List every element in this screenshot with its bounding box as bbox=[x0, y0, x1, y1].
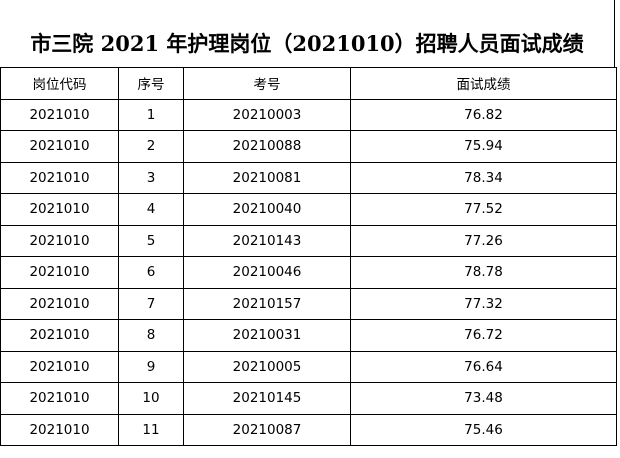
cell: 5 bbox=[118, 224, 184, 257]
cell: 2021010 bbox=[0, 319, 119, 352]
data-row: 2021010 9 20210005 76.64 bbox=[0, 350, 617, 383]
cell: 6 bbox=[118, 256, 184, 289]
cell: 77.52 bbox=[350, 193, 617, 226]
cell: 75.46 bbox=[350, 413, 617, 446]
cell: 2021010 bbox=[0, 224, 119, 257]
cell: 77.32 bbox=[350, 287, 617, 320]
data-row: 2021010 3 20210081 78.34 bbox=[0, 161, 617, 194]
data-row: 2021010 5 20210143 77.26 bbox=[0, 224, 617, 257]
data-row: 2021010 6 20210046 78.78 bbox=[0, 256, 617, 289]
cell: 10 bbox=[118, 382, 184, 415]
cell: 2021010 bbox=[0, 130, 119, 163]
cell: 2021010 bbox=[0, 193, 119, 226]
cell: 4 bbox=[118, 193, 184, 226]
data-row: 2021010 4 20210040 77.52 bbox=[0, 193, 617, 226]
cell: 78.78 bbox=[350, 256, 617, 289]
header-cell: 序号 bbox=[118, 67, 184, 100]
cell: 2021010 bbox=[0, 350, 119, 383]
cell: 73.48 bbox=[350, 382, 617, 415]
cell: 8 bbox=[118, 319, 184, 352]
cell: 3 bbox=[118, 161, 184, 194]
cell: 75.94 bbox=[350, 130, 617, 163]
cell: 2021010 bbox=[0, 161, 119, 194]
cell: 76.82 bbox=[350, 98, 617, 131]
cell: 20210046 bbox=[183, 256, 351, 289]
cell: 20210088 bbox=[183, 130, 351, 163]
cell: 20210157 bbox=[183, 287, 351, 320]
cell: 11 bbox=[118, 413, 184, 446]
data-row: 2021010 7 20210157 77.32 bbox=[0, 287, 617, 320]
data-row: 2021010 2 20210088 75.94 bbox=[0, 130, 617, 163]
cell: 2021010 bbox=[0, 256, 119, 289]
header-cell: 面试成绩 bbox=[350, 67, 617, 100]
data-row: 2021010 1 20210003 76.82 bbox=[0, 98, 617, 131]
cell: 20210003 bbox=[183, 98, 351, 131]
cell: 77.26 bbox=[350, 224, 617, 257]
cell: 76.64 bbox=[350, 350, 617, 383]
data-row: 2021010 8 20210031 76.72 bbox=[0, 319, 617, 352]
cell: 20210040 bbox=[183, 193, 351, 226]
title: 市三院 2021 年护理岗位（2021010）招聘人员面试成绩 bbox=[0, 0, 615, 68]
header-row: 岗位代码 序号 考号 面试成绩 bbox=[0, 67, 617, 100]
cell: 20210005 bbox=[183, 350, 351, 383]
cell: 2 bbox=[118, 130, 184, 163]
header-cell: 考号 bbox=[183, 67, 351, 100]
cell: 2021010 bbox=[0, 98, 119, 131]
cell: 20210087 bbox=[183, 413, 351, 446]
cell: 78.34 bbox=[350, 161, 617, 194]
data-row: 2021010 11 20210087 75.46 bbox=[0, 413, 617, 446]
cell: 76.72 bbox=[350, 319, 617, 352]
header-cell: 岗位代码 bbox=[0, 67, 119, 100]
cell: 20210143 bbox=[183, 224, 351, 257]
cell: 2021010 bbox=[0, 287, 119, 320]
cell: 9 bbox=[118, 350, 184, 383]
cell: 20210031 bbox=[183, 319, 351, 352]
cell: 2021010 bbox=[0, 413, 119, 446]
cell: 20210081 bbox=[183, 161, 351, 194]
cell: 7 bbox=[118, 287, 184, 320]
cell: 20210145 bbox=[183, 382, 351, 415]
cell: 2021010 bbox=[0, 382, 119, 415]
cell: 1 bbox=[118, 98, 184, 131]
score-table: 岗位代码 序号 考号 面试成绩 2021010 1 20210003 76.82 2021010… bbox=[0, 67, 617, 446]
data-row: 2021010 10 20210145 73.48 bbox=[0, 382, 617, 415]
